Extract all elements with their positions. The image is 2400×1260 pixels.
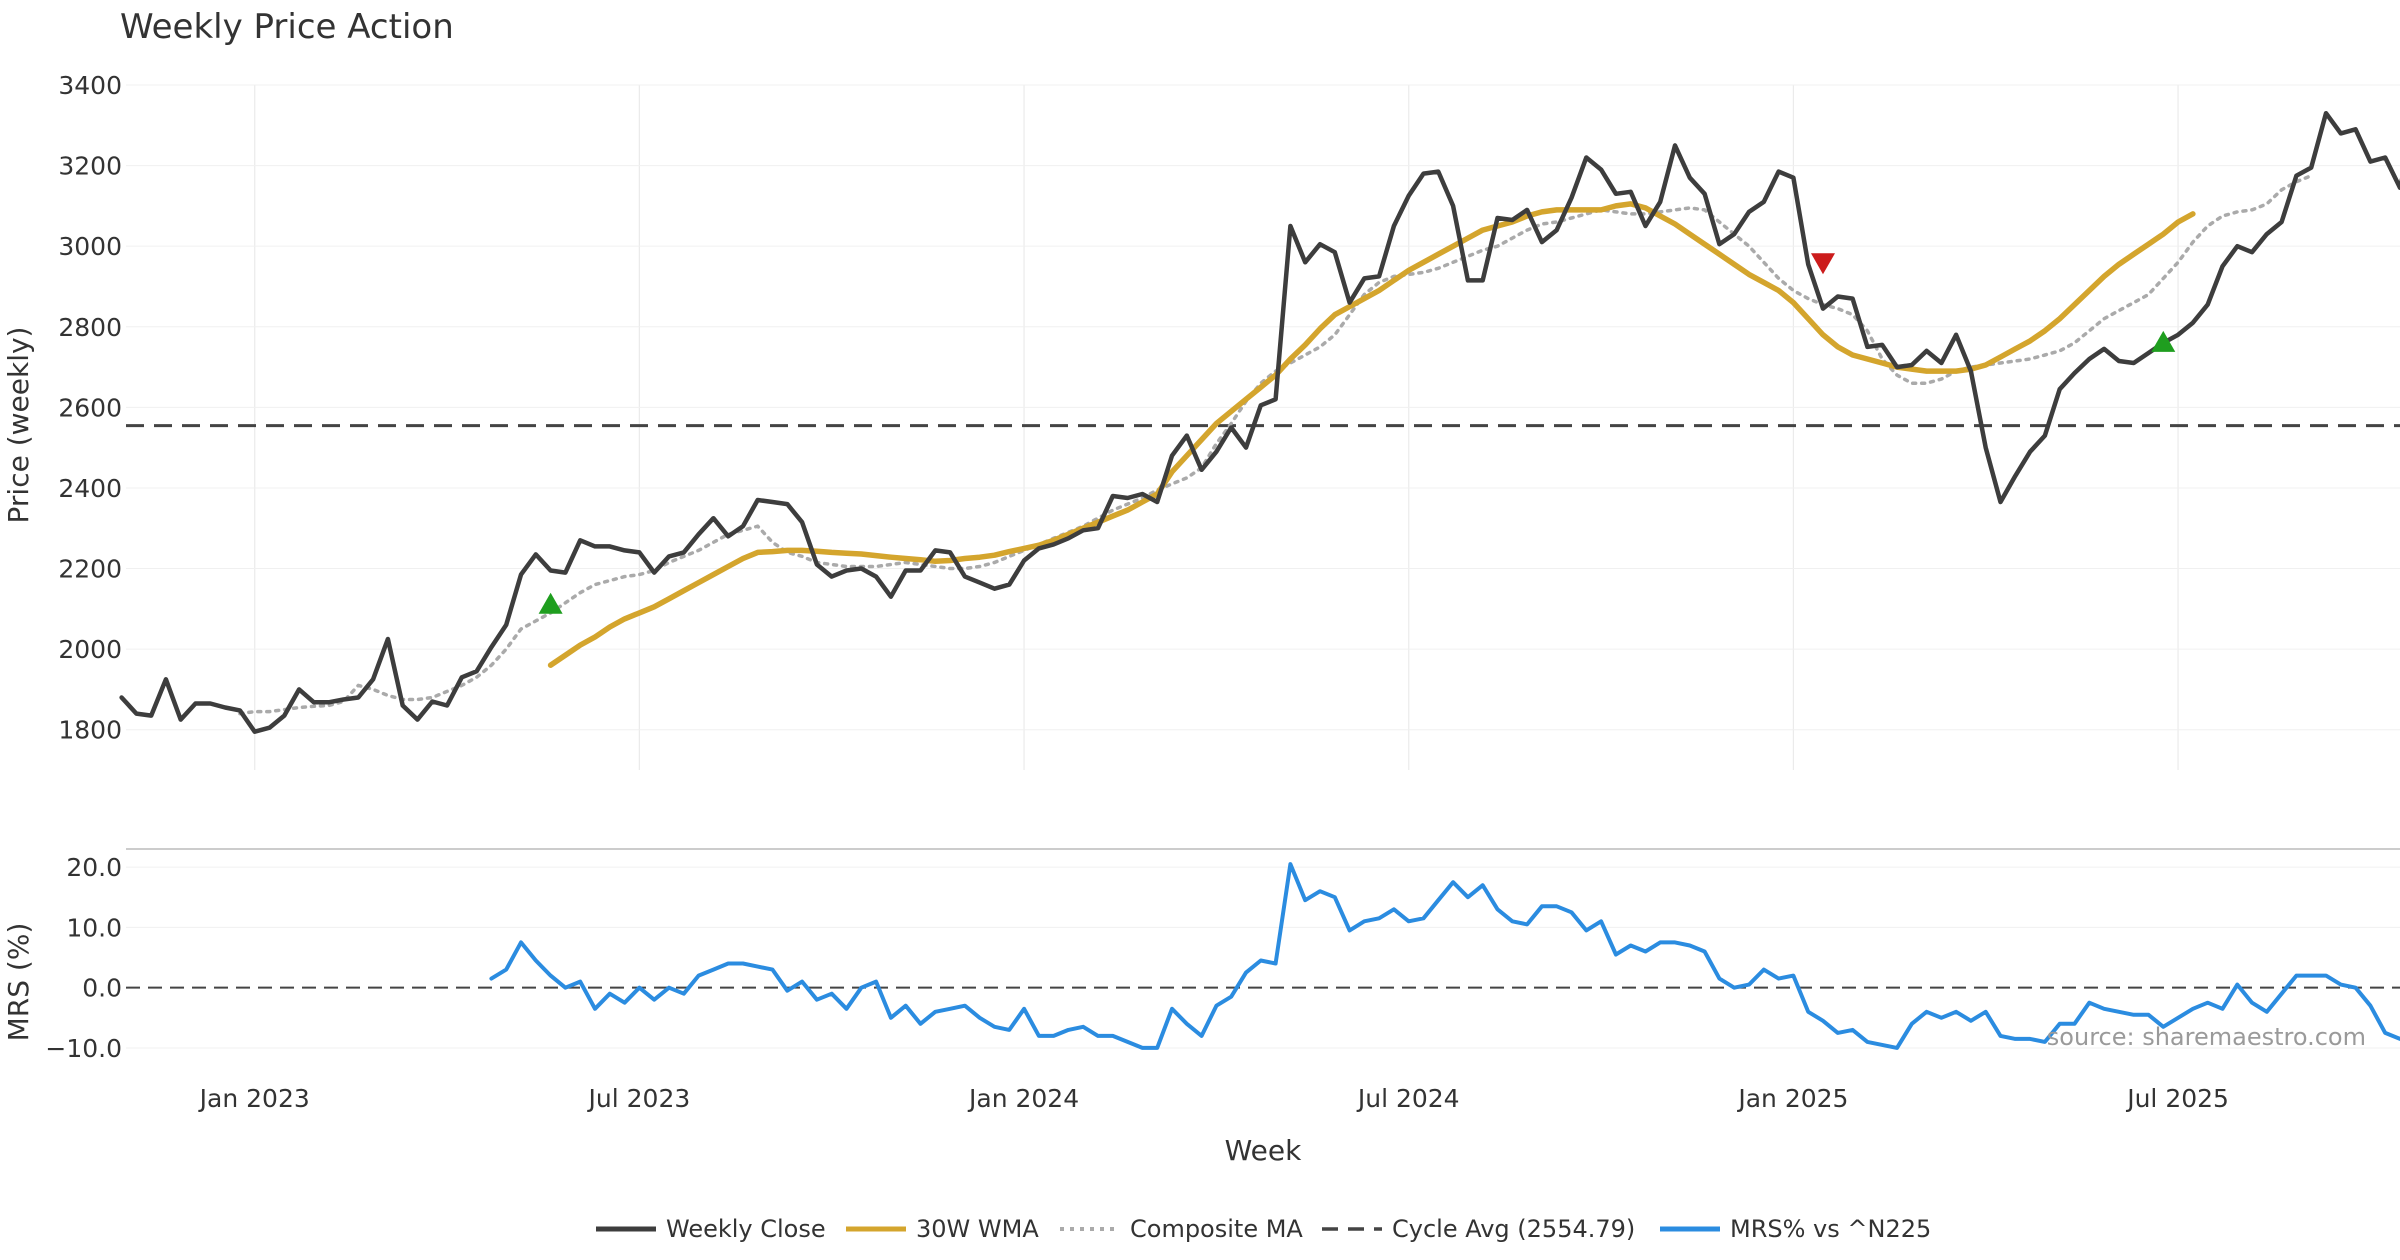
price-y-tick-label: 3200 [58,152,122,181]
x-tick-label: Jul 2023 [587,1084,691,1113]
buy-signal-marker [2151,330,2176,352]
price-y-tick-label: 2600 [58,393,122,422]
legend: Weekly Close 30W WMA Composite MA Cycle Avg… [596,1215,1931,1243]
legend-label: 30W WMA [916,1215,1039,1243]
price-panel-grid [126,84,2400,770]
buy-signal-marker [538,592,563,614]
signal-markers [538,253,2176,614]
wma-30w-line [547,201,2196,668]
price-y-tick-label: 1800 [58,716,122,745]
x-axis-ticks: Jan 2023 Jul 2023 Jan 2024 Jul 2024 Jan 2025… [198,1084,2229,1113]
legend-label: Cycle Avg (2554.79) [1392,1215,1635,1243]
mrs-panel-series [489,862,2400,1050]
legend-label: MRS% vs ^N225 [1730,1215,1931,1243]
mrs-panel-grid [126,866,2400,1049]
x-axis-label: Week [1225,1134,1302,1167]
legend-label: Composite MA [1130,1215,1303,1243]
price-y-tick-label: 3400 [58,71,122,100]
mrs-y-tick-label: −10.0 [45,1034,122,1063]
price-y-tick-label: 2000 [58,635,122,664]
x-tick-label: Jan 2025 [1736,1084,1848,1113]
price-y-axis-label: Price (weekly) [2,327,35,524]
x-tick-label: Jul 2024 [1356,1084,1460,1113]
watermark: source: sharemaestro.com [2047,1023,2366,1051]
chart-title: Weekly Price Action [120,7,454,47]
x-tick-label: Jul 2025 [2125,1084,2229,1113]
mrs-y-tick-label: 0.0 [82,974,122,1003]
price-y-tick-label: 2800 [58,313,122,342]
weekly-close-line [119,110,2400,734]
sell-signal-marker [1810,253,1835,275]
mrs-y-axis-ticks: −10.0 0.0 10.0 20.0 [45,853,122,1063]
mrs-line [489,862,2400,1050]
x-tick-label: Jan 2024 [967,1084,1079,1113]
mrs-y-axis-label: MRS (%) [2,923,35,1042]
legend-label: Weekly Close [666,1215,826,1243]
mrs-y-tick-label: 20.0 [66,853,122,882]
price-y-tick-label: 2200 [58,555,122,584]
mrs-y-tick-label: 10.0 [66,913,122,942]
price-y-axis-ticks: 1800 2000 2200 2400 2600 2800 3000 3200 3400 [58,71,122,745]
x-tick-label: Jan 2023 [198,1084,310,1113]
price-y-tick-label: 3000 [58,232,122,261]
price-panel-series [119,110,2400,734]
price-y-tick-label: 2400 [58,474,122,503]
